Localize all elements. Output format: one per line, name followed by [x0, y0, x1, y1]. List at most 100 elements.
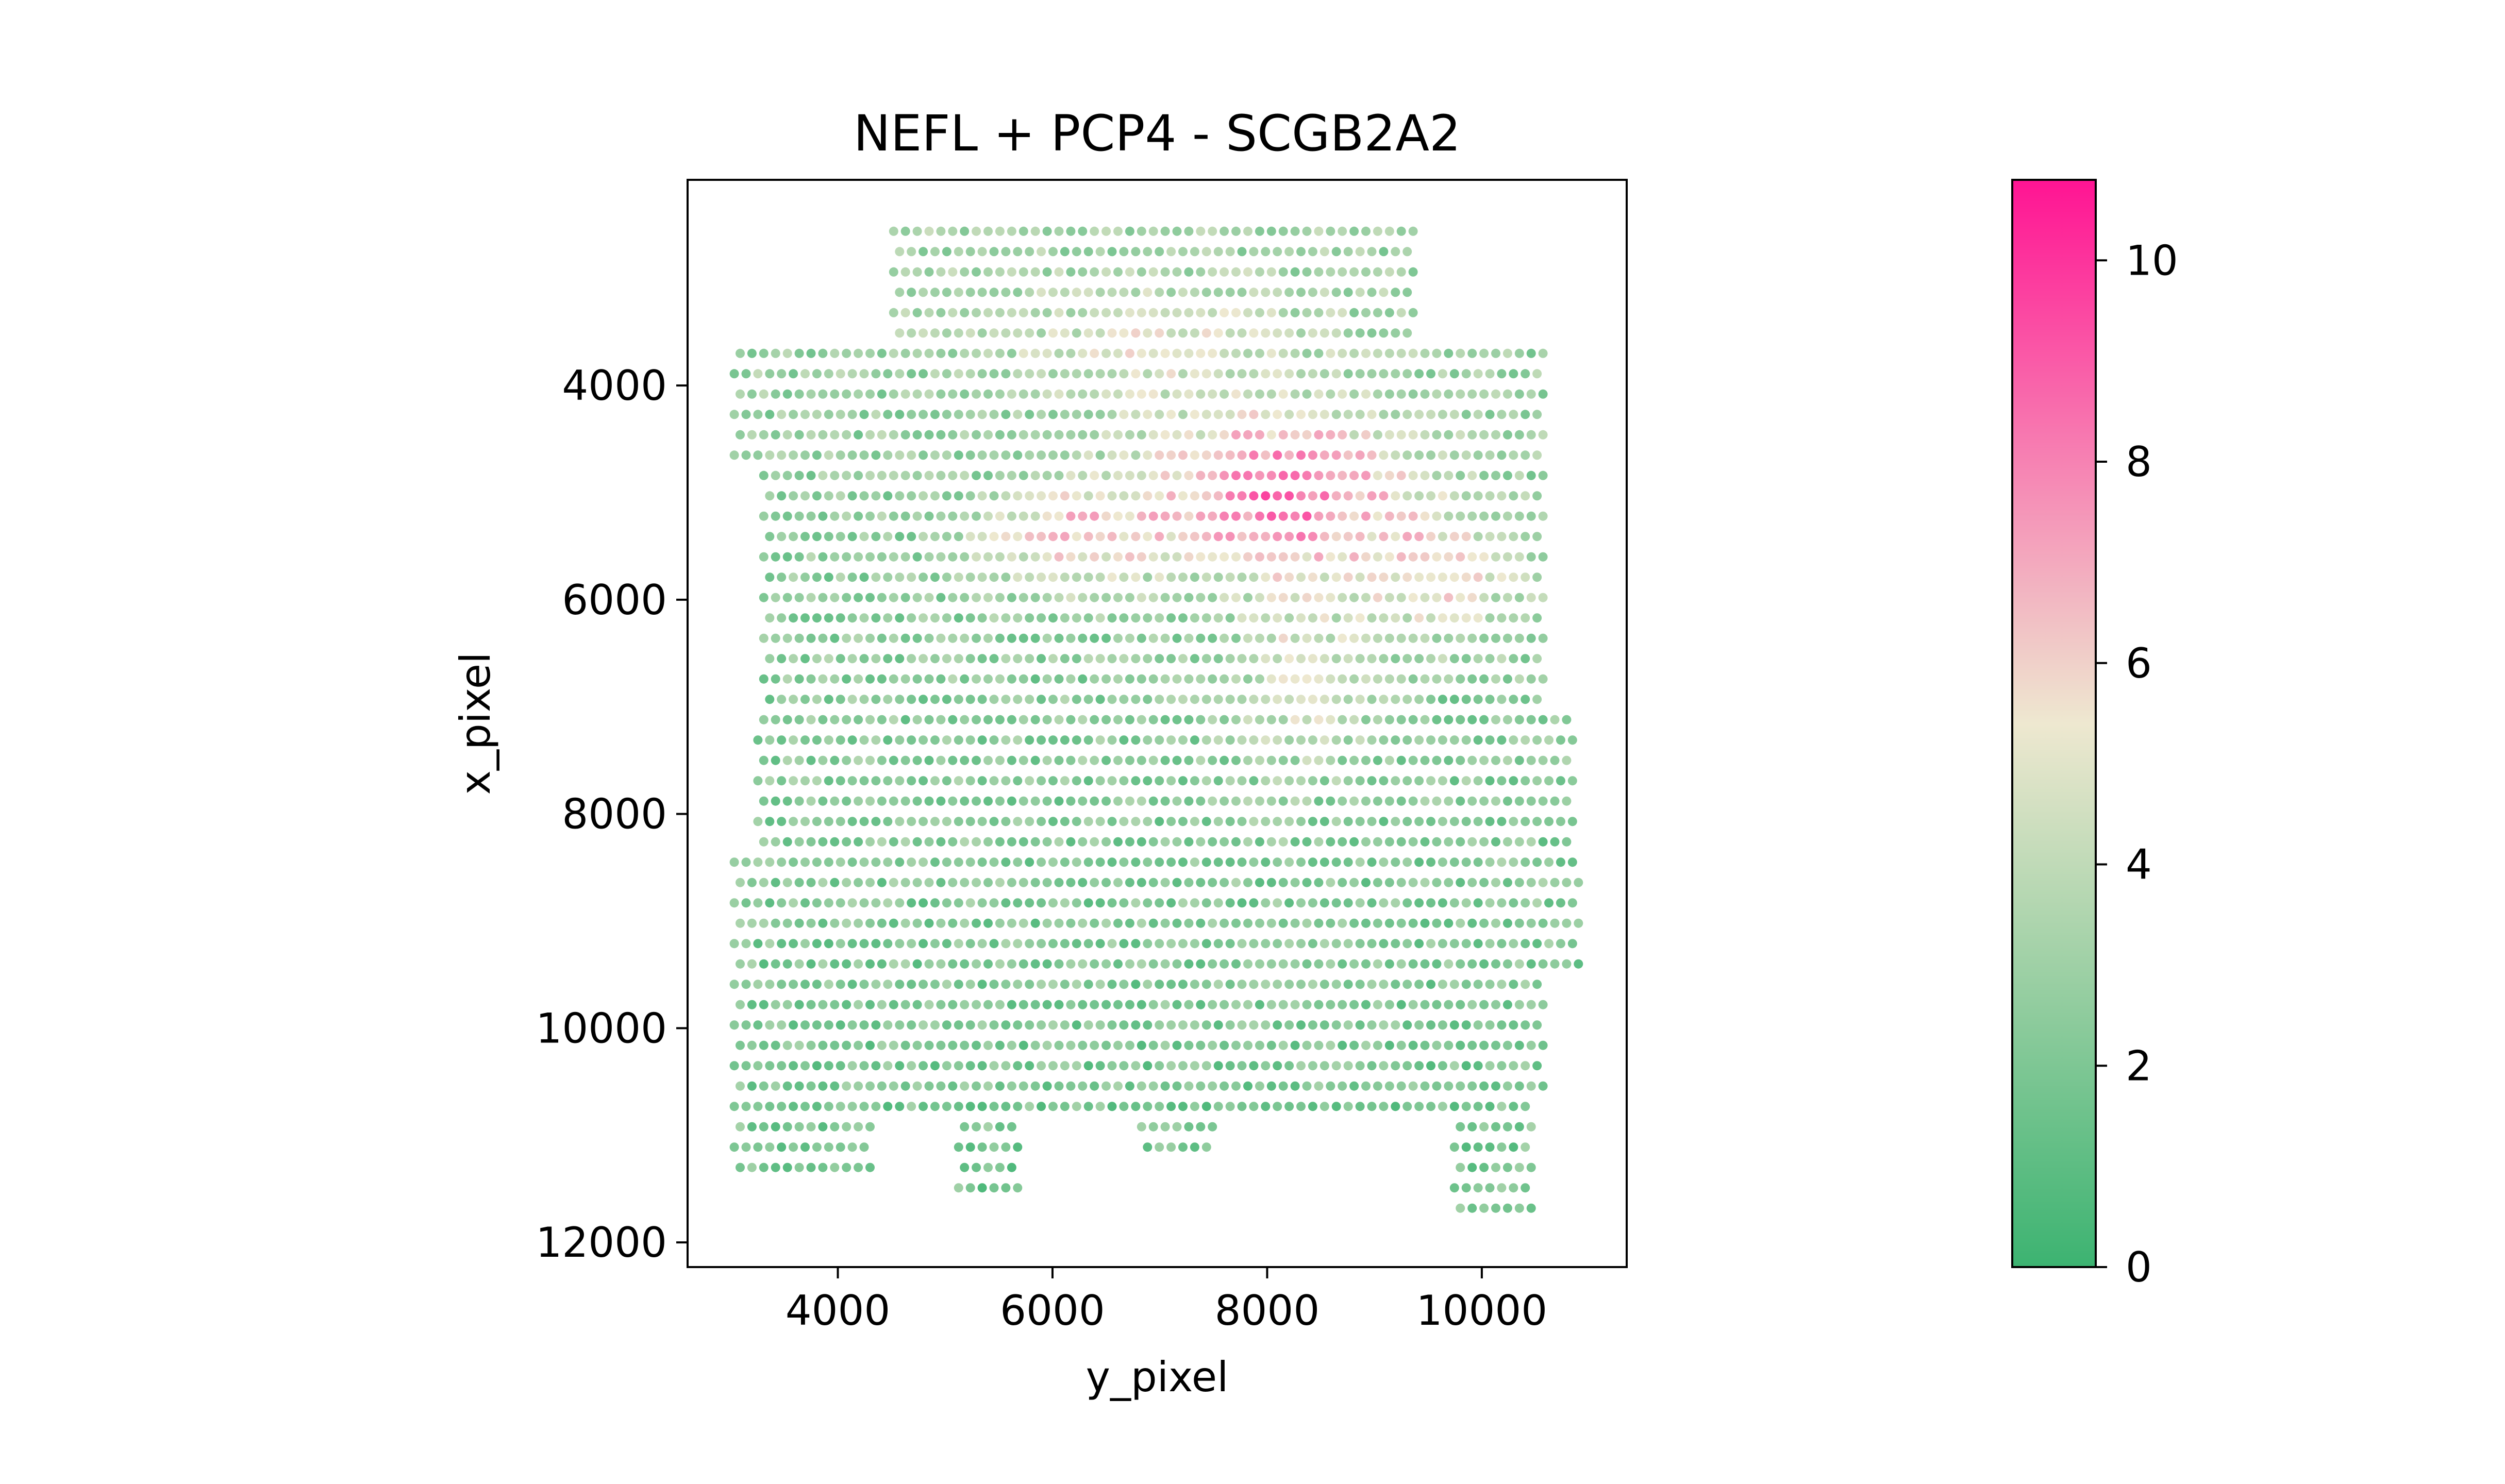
- scatter-point: [1072, 695, 1081, 704]
- scatter-point: [1426, 1061, 1435, 1071]
- scatter-point: [1213, 369, 1223, 379]
- scatter-point: [1243, 837, 1252, 847]
- scatter-point: [1302, 470, 1312, 480]
- scatter-point: [1320, 695, 1329, 704]
- scatter-point: [1107, 613, 1117, 623]
- scatter-point: [1213, 532, 1223, 542]
- scatter-point: [1491, 959, 1500, 969]
- scatter-point: [1302, 593, 1312, 602]
- scatter-point: [1208, 389, 1217, 399]
- scatter-point: [1184, 918, 1194, 928]
- scatter-point: [1574, 878, 1583, 887]
- scatter-point: [1030, 633, 1040, 643]
- scatter-point: [789, 613, 798, 623]
- scatter-point: [859, 776, 869, 786]
- scatter-point: [895, 654, 905, 664]
- scatter-point: [989, 1142, 999, 1152]
- scatter-point: [765, 369, 775, 379]
- scatter-point: [1497, 776, 1507, 786]
- scatter-point: [1201, 1142, 1211, 1152]
- scatter-point: [942, 1102, 951, 1111]
- scatter-point: [1030, 715, 1040, 724]
- scatter-point: [1521, 532, 1530, 542]
- scatter-point: [1184, 389, 1194, 399]
- scatter-point: [1196, 674, 1206, 684]
- scatter-point: [1438, 857, 1447, 867]
- scatter-point: [1526, 593, 1536, 602]
- scatter-point: [1391, 491, 1400, 501]
- scatter-point: [1160, 715, 1170, 724]
- scatter-point: [1131, 532, 1141, 542]
- scatter-point: [1426, 735, 1435, 745]
- scatter-point: [1001, 1102, 1011, 1111]
- scatter-point: [1290, 552, 1300, 562]
- scatter-point: [812, 857, 822, 867]
- scatter-point: [794, 552, 804, 562]
- scatter-point: [812, 1102, 822, 1111]
- scatter-point: [1438, 776, 1447, 786]
- scatter-point: [1213, 288, 1223, 297]
- scatter-point: [1018, 308, 1028, 317]
- scatter-point: [1243, 878, 1252, 887]
- scatter-point: [965, 450, 975, 460]
- scatter-point: [1066, 755, 1076, 765]
- scatter-point: [1090, 389, 1099, 399]
- scatter-point: [747, 1122, 757, 1132]
- scatter-point: [1025, 572, 1034, 582]
- scatter-point: [1355, 1102, 1365, 1111]
- scatter-point: [1095, 247, 1105, 257]
- scatter-point: [1373, 633, 1382, 643]
- scatter-point: [895, 491, 905, 501]
- scatter-point: [1213, 898, 1223, 908]
- scatter-point: [1491, 755, 1500, 765]
- scatter-point: [1125, 348, 1134, 358]
- scatter-point: [1113, 470, 1123, 480]
- scatter-point: [1261, 776, 1271, 786]
- scatter-point: [1420, 430, 1430, 440]
- scatter-point: [1320, 369, 1329, 379]
- colorbar-tick-label: 6: [2126, 639, 2152, 687]
- scatter-point: [729, 980, 739, 989]
- scatter-point: [1532, 857, 1542, 867]
- scatter-point: [977, 1183, 987, 1193]
- scatter-point: [836, 1102, 845, 1111]
- scatter-point: [1125, 389, 1134, 399]
- scatter-point: [812, 695, 822, 704]
- scatter-point: [1355, 898, 1365, 908]
- scatter-point: [1220, 308, 1229, 317]
- scatter-point: [1526, 470, 1536, 480]
- scatter-point: [1107, 654, 1117, 664]
- scatter-point: [1414, 1020, 1424, 1030]
- scatter-point: [1502, 715, 1512, 724]
- scatter-point: [1090, 715, 1099, 724]
- scatter-point: [1208, 1040, 1217, 1050]
- scatter-point: [1025, 247, 1034, 257]
- scatter-point: [1367, 450, 1377, 460]
- scatter-point: [1521, 450, 1530, 460]
- scatter-point: [924, 226, 934, 236]
- scatter-point: [1220, 878, 1229, 887]
- scatter-point: [818, 837, 828, 847]
- scatter-point: [854, 918, 863, 928]
- scatter-point: [1290, 1081, 1300, 1091]
- scatter-point: [1284, 695, 1294, 704]
- scatter-point: [1491, 674, 1500, 684]
- scatter-point: [1426, 817, 1435, 827]
- scatter-point: [1266, 308, 1276, 317]
- scatter-point: [1025, 1102, 1034, 1111]
- scatter-point: [1338, 715, 1347, 724]
- scatter-point: [889, 226, 898, 236]
- scatter-point: [794, 918, 804, 928]
- scatter-point: [995, 1081, 1005, 1091]
- scatter-point: [1444, 918, 1454, 928]
- scatter-point: [1338, 755, 1347, 765]
- scatter-point: [1461, 980, 1471, 989]
- scatter-point: [1101, 715, 1111, 724]
- scatter-point: [936, 389, 946, 399]
- scatter-point: [977, 532, 987, 542]
- scatter-point: [924, 470, 934, 480]
- scatter-point: [1190, 369, 1199, 379]
- scatter-point: [942, 613, 951, 623]
- scatter-point: [924, 348, 934, 358]
- scatter-point: [753, 735, 763, 745]
